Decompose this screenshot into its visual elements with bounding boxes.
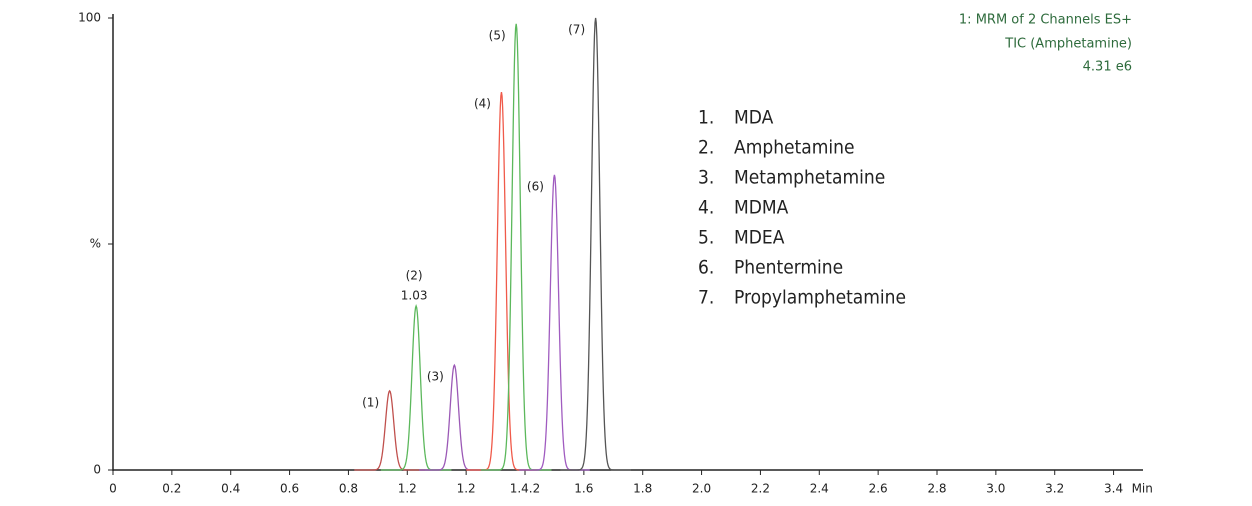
legend-name: MDMA [734, 197, 789, 219]
x-tick-label: 2.2 [751, 482, 770, 496]
x-tick-label: 2.8 [927, 482, 946, 496]
legend-number: 6. [698, 257, 714, 279]
peak-label: (2) [406, 268, 423, 282]
y-tick-label: % [90, 237, 101, 251]
legend-number: 4. [698, 197, 714, 219]
x-tick-label: 2.0 [692, 482, 711, 496]
peak-label: (4) [474, 97, 491, 111]
legend-name: Phentermine [734, 257, 843, 279]
header-line: TIC (Amphetamine) [1004, 37, 1132, 52]
x-tick-label: 0.4 [221, 482, 240, 496]
peak [560, 17, 631, 471]
x-tick-label: 3.4 [1104, 482, 1123, 496]
x-tick-label: 2.4 [810, 482, 829, 496]
x-tick-label: 2.6 [869, 482, 888, 496]
x-tick-label: 1.6 [574, 482, 593, 496]
header-line: 4.31 e6 [1083, 60, 1132, 75]
x-tick-label: 1.2 [398, 482, 417, 496]
legend-name: MDEA [734, 227, 785, 249]
x-tick-label: 0 [109, 482, 117, 496]
peak-label: (1) [362, 395, 379, 409]
legend-name: Metamphetamine [734, 167, 885, 189]
x-tick-label: 1.2 [457, 482, 476, 496]
x-tick-label: 0.8 [339, 482, 358, 496]
peak [519, 174, 590, 471]
peak [380, 303, 452, 471]
y-tick-label: 0 [93, 463, 101, 477]
x-tick-label: 3.0 [986, 482, 1005, 496]
peak [466, 92, 537, 471]
x-tick-label: 3.2 [1045, 482, 1064, 496]
legend-number: 2. [698, 137, 714, 159]
y-tick-label: 100 [78, 11, 101, 25]
legend-name: Propylamphetamine [734, 287, 906, 309]
legend-number: 7. [698, 287, 714, 309]
peak-label: (7) [568, 23, 585, 37]
x-tick-label: 0.6 [280, 482, 299, 496]
x-tick-label: 0.2 [162, 482, 181, 496]
peak-label: (3) [427, 370, 444, 384]
peak [354, 389, 425, 471]
x-axis-label: Min [1132, 482, 1153, 496]
peak [480, 23, 552, 471]
legend-number: 3. [698, 167, 714, 189]
x-tick-label: 1.4.2 [510, 482, 541, 496]
x-tick-label: 1.8 [633, 482, 652, 496]
legend-name: Amphetamine [734, 137, 855, 159]
peak-label: (6) [527, 179, 544, 193]
retention-time-label: 1.03 [401, 288, 428, 302]
legend-name: MDA [734, 107, 774, 129]
header-line: 1: MRM of 2 Channels ES+ [959, 13, 1132, 28]
legend-number: 1. [698, 107, 714, 129]
legend-number: 5. [698, 227, 714, 249]
peak-label: (5) [489, 28, 506, 42]
